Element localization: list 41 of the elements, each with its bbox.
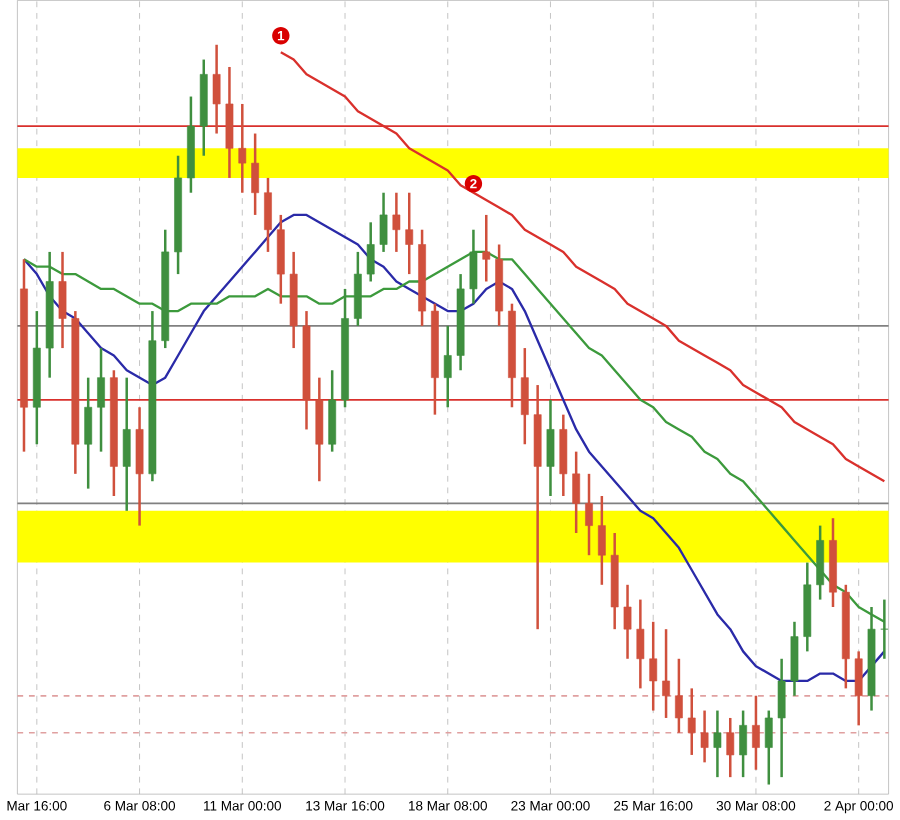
candlestick — [264, 176, 272, 254]
candlestick — [392, 191, 401, 254]
candlestick — [520, 347, 529, 446]
candlestick — [675, 657, 683, 735]
candlestick — [58, 250, 67, 350]
candlestick — [135, 406, 144, 528]
candlestick — [405, 191, 414, 276]
candlestick — [546, 398, 555, 498]
candlestick — [572, 450, 581, 535]
candlestick — [97, 347, 105, 454]
candlestick — [726, 716, 735, 779]
candlestick — [238, 102, 247, 195]
candlestick — [328, 369, 337, 454]
candlestick — [379, 191, 388, 254]
candlestick — [713, 709, 722, 779]
candlestick — [225, 65, 234, 180]
candlestick — [790, 620, 799, 698]
candlestick — [854, 650, 863, 727]
candlestick — [276, 213, 285, 306]
candlestick — [662, 628, 670, 720]
candlestick — [636, 598, 645, 690]
candlestick — [84, 376, 93, 491]
candlestick — [700, 709, 709, 764]
candlestick — [649, 620, 658, 712]
candlestick — [559, 413, 568, 498]
candlestick — [443, 324, 452, 409]
candlestick — [623, 583, 632, 661]
candlestick — [752, 694, 760, 772]
candlestick — [585, 472, 593, 557]
candlestick — [764, 709, 773, 786]
candlestick — [687, 687, 696, 757]
candlestick — [366, 221, 375, 283]
candlestick — [816, 524, 825, 602]
candlestick — [251, 132, 260, 217]
candlestick — [777, 657, 786, 779]
candlestick — [739, 709, 747, 779]
candlestick — [315, 376, 324, 483]
candlestick — [212, 43, 221, 135]
candlestick — [122, 376, 131, 513]
candlestick — [482, 213, 491, 283]
candlestick — [597, 494, 606, 587]
